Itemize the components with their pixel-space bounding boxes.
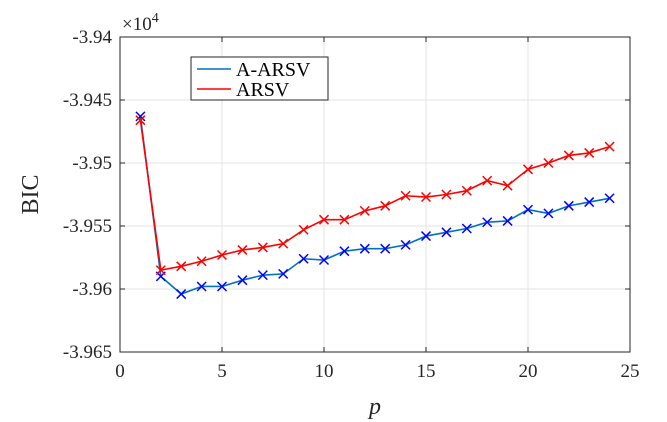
legend-label-arsv: ARSV xyxy=(236,79,290,101)
axis-multiplier: ×104 xyxy=(122,11,159,35)
x-tick-label: 15 xyxy=(417,361,436,382)
y-tick-label: -3.965 xyxy=(63,342,112,363)
y-tick-label: -3.955 xyxy=(63,216,112,237)
x-tick-label: 0 xyxy=(115,361,125,382)
x-tick-label: 25 xyxy=(621,361,640,382)
x-tick-label: 5 xyxy=(217,361,227,382)
y-tick-label: -3.945 xyxy=(63,90,112,111)
legend-label-a-arsv: A-ARSV xyxy=(236,59,311,81)
x-axis-label: p xyxy=(367,394,381,420)
axis-multiplier-base: ×10 xyxy=(122,14,152,35)
y-tick-label: -3.96 xyxy=(72,279,112,300)
x-tick-label: 10 xyxy=(315,361,334,382)
y-tick-label: -3.95 xyxy=(72,153,112,174)
y-axis-label: BIC xyxy=(18,174,44,214)
x-tick-label: 20 xyxy=(519,361,538,382)
y-tick-label: -3.94 xyxy=(72,27,112,48)
axis-multiplier-exponent: 4 xyxy=(152,11,159,26)
